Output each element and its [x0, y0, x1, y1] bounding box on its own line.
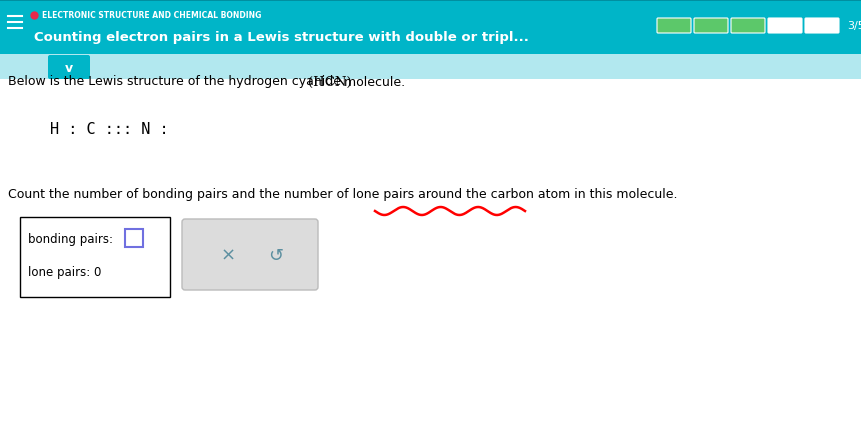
- Text: 3/5: 3/5: [847, 21, 861, 32]
- Bar: [0, 0, 861, 2]
- Bar: [125, 230, 143, 248]
- Text: Counting electron pairs in a Lewis structure with double or tripl...: Counting electron pairs in a Lewis struc…: [34, 32, 529, 44]
- Bar: [0, 55, 861, 80]
- Text: molecule.: molecule.: [340, 75, 406, 88]
- Text: ↺: ↺: [269, 246, 283, 264]
- FancyBboxPatch shape: [805, 19, 839, 34]
- FancyBboxPatch shape: [768, 19, 802, 34]
- Bar: [0, 0, 861, 55]
- FancyBboxPatch shape: [48, 56, 90, 80]
- FancyBboxPatch shape: [731, 19, 765, 34]
- Text: bonding pairs:: bonding pairs:: [28, 233, 113, 246]
- FancyBboxPatch shape: [694, 19, 728, 34]
- FancyBboxPatch shape: [657, 19, 691, 34]
- Text: lone pairs: 0: lone pairs: 0: [28, 266, 102, 279]
- FancyBboxPatch shape: [182, 219, 318, 290]
- Text: Count the number of bonding pairs and the number of lone pairs around the carbon: Count the number of bonding pairs and th…: [8, 188, 678, 201]
- Text: ELECTRONIC STRUCTURE AND CHEMICAL BONDING: ELECTRONIC STRUCTURE AND CHEMICAL BONDIN…: [42, 12, 262, 20]
- Text: Below is the Lewis structure of the hydrogen cyanide: Below is the Lewis structure of the hydr…: [8, 75, 345, 88]
- Bar: [20, 218, 170, 297]
- Text: v: v: [65, 61, 73, 74]
- Text: H : C ::: N :: H : C ::: N :: [50, 122, 169, 137]
- Text: (HCN): (HCN): [308, 75, 351, 88]
- Text: ×: ×: [220, 246, 235, 264]
